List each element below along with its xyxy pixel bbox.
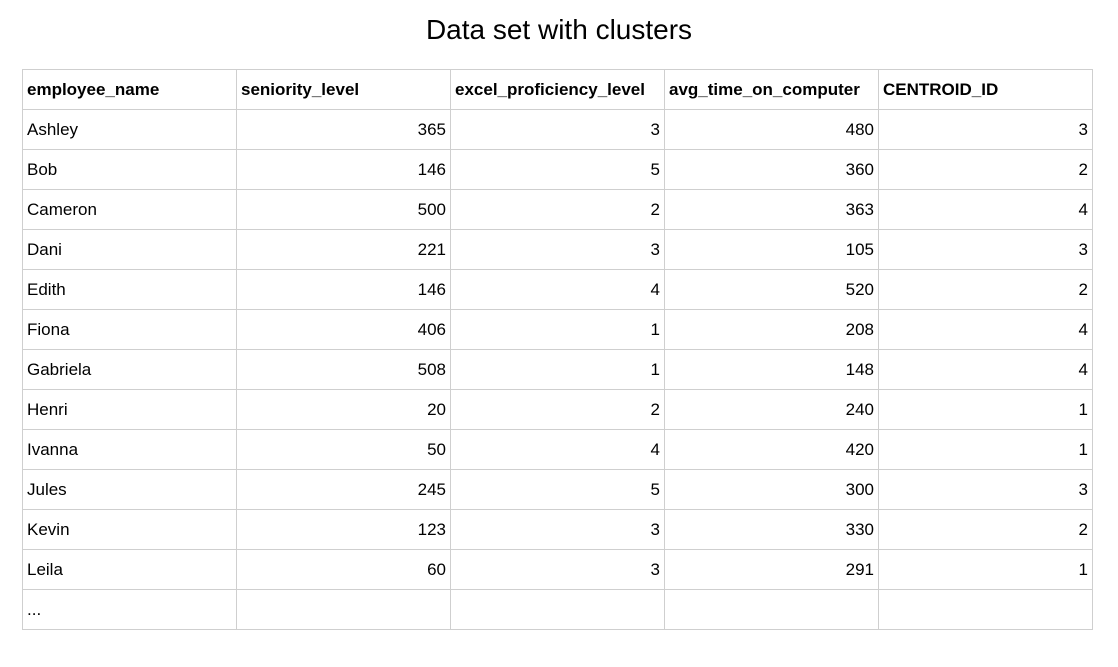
table-row: Ivanna 50 4 420 1 bbox=[22, 429, 1093, 470]
cell-seniority-level: 123 bbox=[236, 509, 451, 550]
cell-employee-name: Gabriela bbox=[22, 349, 237, 390]
cell-excel-proficiency-level: 5 bbox=[450, 149, 665, 190]
cell-seniority-level: 146 bbox=[236, 269, 451, 310]
cell-seniority-level: 221 bbox=[236, 229, 451, 270]
cell-empty bbox=[236, 589, 451, 630]
cell-centroid-id: 4 bbox=[878, 349, 1093, 390]
cell-centroid-id: 1 bbox=[878, 549, 1093, 590]
cell-excel-proficiency-level: 5 bbox=[450, 469, 665, 510]
cell-centroid-id: 1 bbox=[878, 389, 1093, 430]
cell-employee-name: Kevin bbox=[22, 509, 237, 550]
cell-employee-name: Henri bbox=[22, 389, 237, 430]
cell-employee-name: Bob bbox=[22, 149, 237, 190]
cell-employee-name: Fiona bbox=[22, 309, 237, 350]
cell-centroid-id: 1 bbox=[878, 429, 1093, 470]
cell-seniority-level: 50 bbox=[236, 429, 451, 470]
cell-avg-time-on-computer: 330 bbox=[664, 509, 879, 550]
cell-excel-proficiency-level: 4 bbox=[450, 429, 665, 470]
header-row: employee_name seniority_level excel_prof… bbox=[22, 69, 1093, 110]
cell-excel-proficiency-level: 3 bbox=[450, 109, 665, 150]
cell-ellipsis: ... bbox=[22, 589, 237, 630]
table-row: Henri 20 2 240 1 bbox=[22, 389, 1093, 430]
table-row: Leila 60 3 291 1 bbox=[22, 549, 1093, 590]
table-row: Edith 146 4 520 2 bbox=[22, 269, 1093, 310]
cell-employee-name: Ashley bbox=[22, 109, 237, 150]
cell-excel-proficiency-level: 3 bbox=[450, 229, 665, 270]
cell-excel-proficiency-level: 3 bbox=[450, 509, 665, 550]
table-row: Kevin 123 3 330 2 bbox=[22, 509, 1093, 550]
cell-excel-proficiency-level: 3 bbox=[450, 549, 665, 590]
cell-seniority-level: 60 bbox=[236, 549, 451, 590]
cell-employee-name: Leila bbox=[22, 549, 237, 590]
column-header-excel-proficiency-level: excel_proficiency_level bbox=[450, 69, 665, 110]
cell-excel-proficiency-level: 4 bbox=[450, 269, 665, 310]
cell-employee-name: Edith bbox=[22, 269, 237, 310]
table-header: employee_name seniority_level excel_prof… bbox=[22, 69, 1093, 110]
cell-empty bbox=[450, 589, 665, 630]
cell-seniority-level: 500 bbox=[236, 189, 451, 230]
cell-seniority-level: 245 bbox=[236, 469, 451, 510]
data-table: employee_name seniority_level excel_prof… bbox=[22, 69, 1093, 630]
cell-avg-time-on-computer: 208 bbox=[664, 309, 879, 350]
cell-empty bbox=[664, 589, 879, 630]
column-header-employee-name: employee_name bbox=[22, 69, 237, 110]
cell-employee-name: Cameron bbox=[22, 189, 237, 230]
cell-avg-time-on-computer: 420 bbox=[664, 429, 879, 470]
table-row: Fiona 406 1 208 4 bbox=[22, 309, 1093, 350]
table-row-ellipsis: ... bbox=[22, 589, 1093, 630]
column-header-avg-time-on-computer: avg_time_on_computer bbox=[664, 69, 879, 110]
cell-seniority-level: 406 bbox=[236, 309, 451, 350]
cell-avg-time-on-computer: 520 bbox=[664, 269, 879, 310]
cell-employee-name: Dani bbox=[22, 229, 237, 270]
cell-centroid-id: 2 bbox=[878, 149, 1093, 190]
cell-employee-name: Ivanna bbox=[22, 429, 237, 470]
table-row: Gabriela 508 1 148 4 bbox=[22, 349, 1093, 390]
table-row: Cameron 500 2 363 4 bbox=[22, 189, 1093, 230]
table-row: Jules 245 5 300 3 bbox=[22, 469, 1093, 510]
cell-seniority-level: 20 bbox=[236, 389, 451, 430]
cell-centroid-id: 2 bbox=[878, 509, 1093, 550]
cell-seniority-level: 146 bbox=[236, 149, 451, 190]
table-row: Ashley 365 3 480 3 bbox=[22, 109, 1093, 150]
cell-avg-time-on-computer: 480 bbox=[664, 109, 879, 150]
cell-seniority-level: 365 bbox=[236, 109, 451, 150]
table-body: Ashley 365 3 480 3 Bob 146 5 360 2 Camer… bbox=[22, 109, 1093, 630]
cell-employee-name: Jules bbox=[22, 469, 237, 510]
page-title: Data set with clusters bbox=[425, 14, 693, 45]
cell-centroid-id: 3 bbox=[878, 229, 1093, 270]
cell-avg-time-on-computer: 360 bbox=[664, 149, 879, 190]
table-row: Bob 146 5 360 2 bbox=[22, 149, 1093, 190]
cell-avg-time-on-computer: 363 bbox=[664, 189, 879, 230]
cell-centroid-id: 4 bbox=[878, 189, 1093, 230]
cell-avg-time-on-computer: 240 bbox=[664, 389, 879, 430]
column-header-seniority-level: seniority_level bbox=[236, 69, 451, 110]
cell-excel-proficiency-level: 1 bbox=[450, 349, 665, 390]
cell-excel-proficiency-level: 2 bbox=[450, 389, 665, 430]
cell-avg-time-on-computer: 291 bbox=[664, 549, 879, 590]
cell-centroid-id: 3 bbox=[878, 469, 1093, 510]
cell-excel-proficiency-level: 2 bbox=[450, 189, 665, 230]
cell-avg-time-on-computer: 105 bbox=[664, 229, 879, 270]
cell-avg-time-on-computer: 300 bbox=[664, 469, 879, 510]
cell-centroid-id: 2 bbox=[878, 269, 1093, 310]
cell-avg-time-on-computer: 148 bbox=[664, 349, 879, 390]
column-header-centroid-id: CENTROID_ID bbox=[878, 69, 1093, 110]
cell-centroid-id: 4 bbox=[878, 309, 1093, 350]
cell-centroid-id: 3 bbox=[878, 109, 1093, 150]
cell-seniority-level: 508 bbox=[236, 349, 451, 390]
cell-empty bbox=[878, 589, 1093, 630]
cell-excel-proficiency-level: 1 bbox=[450, 309, 665, 350]
table-row: Dani 221 3 105 3 bbox=[22, 229, 1093, 270]
